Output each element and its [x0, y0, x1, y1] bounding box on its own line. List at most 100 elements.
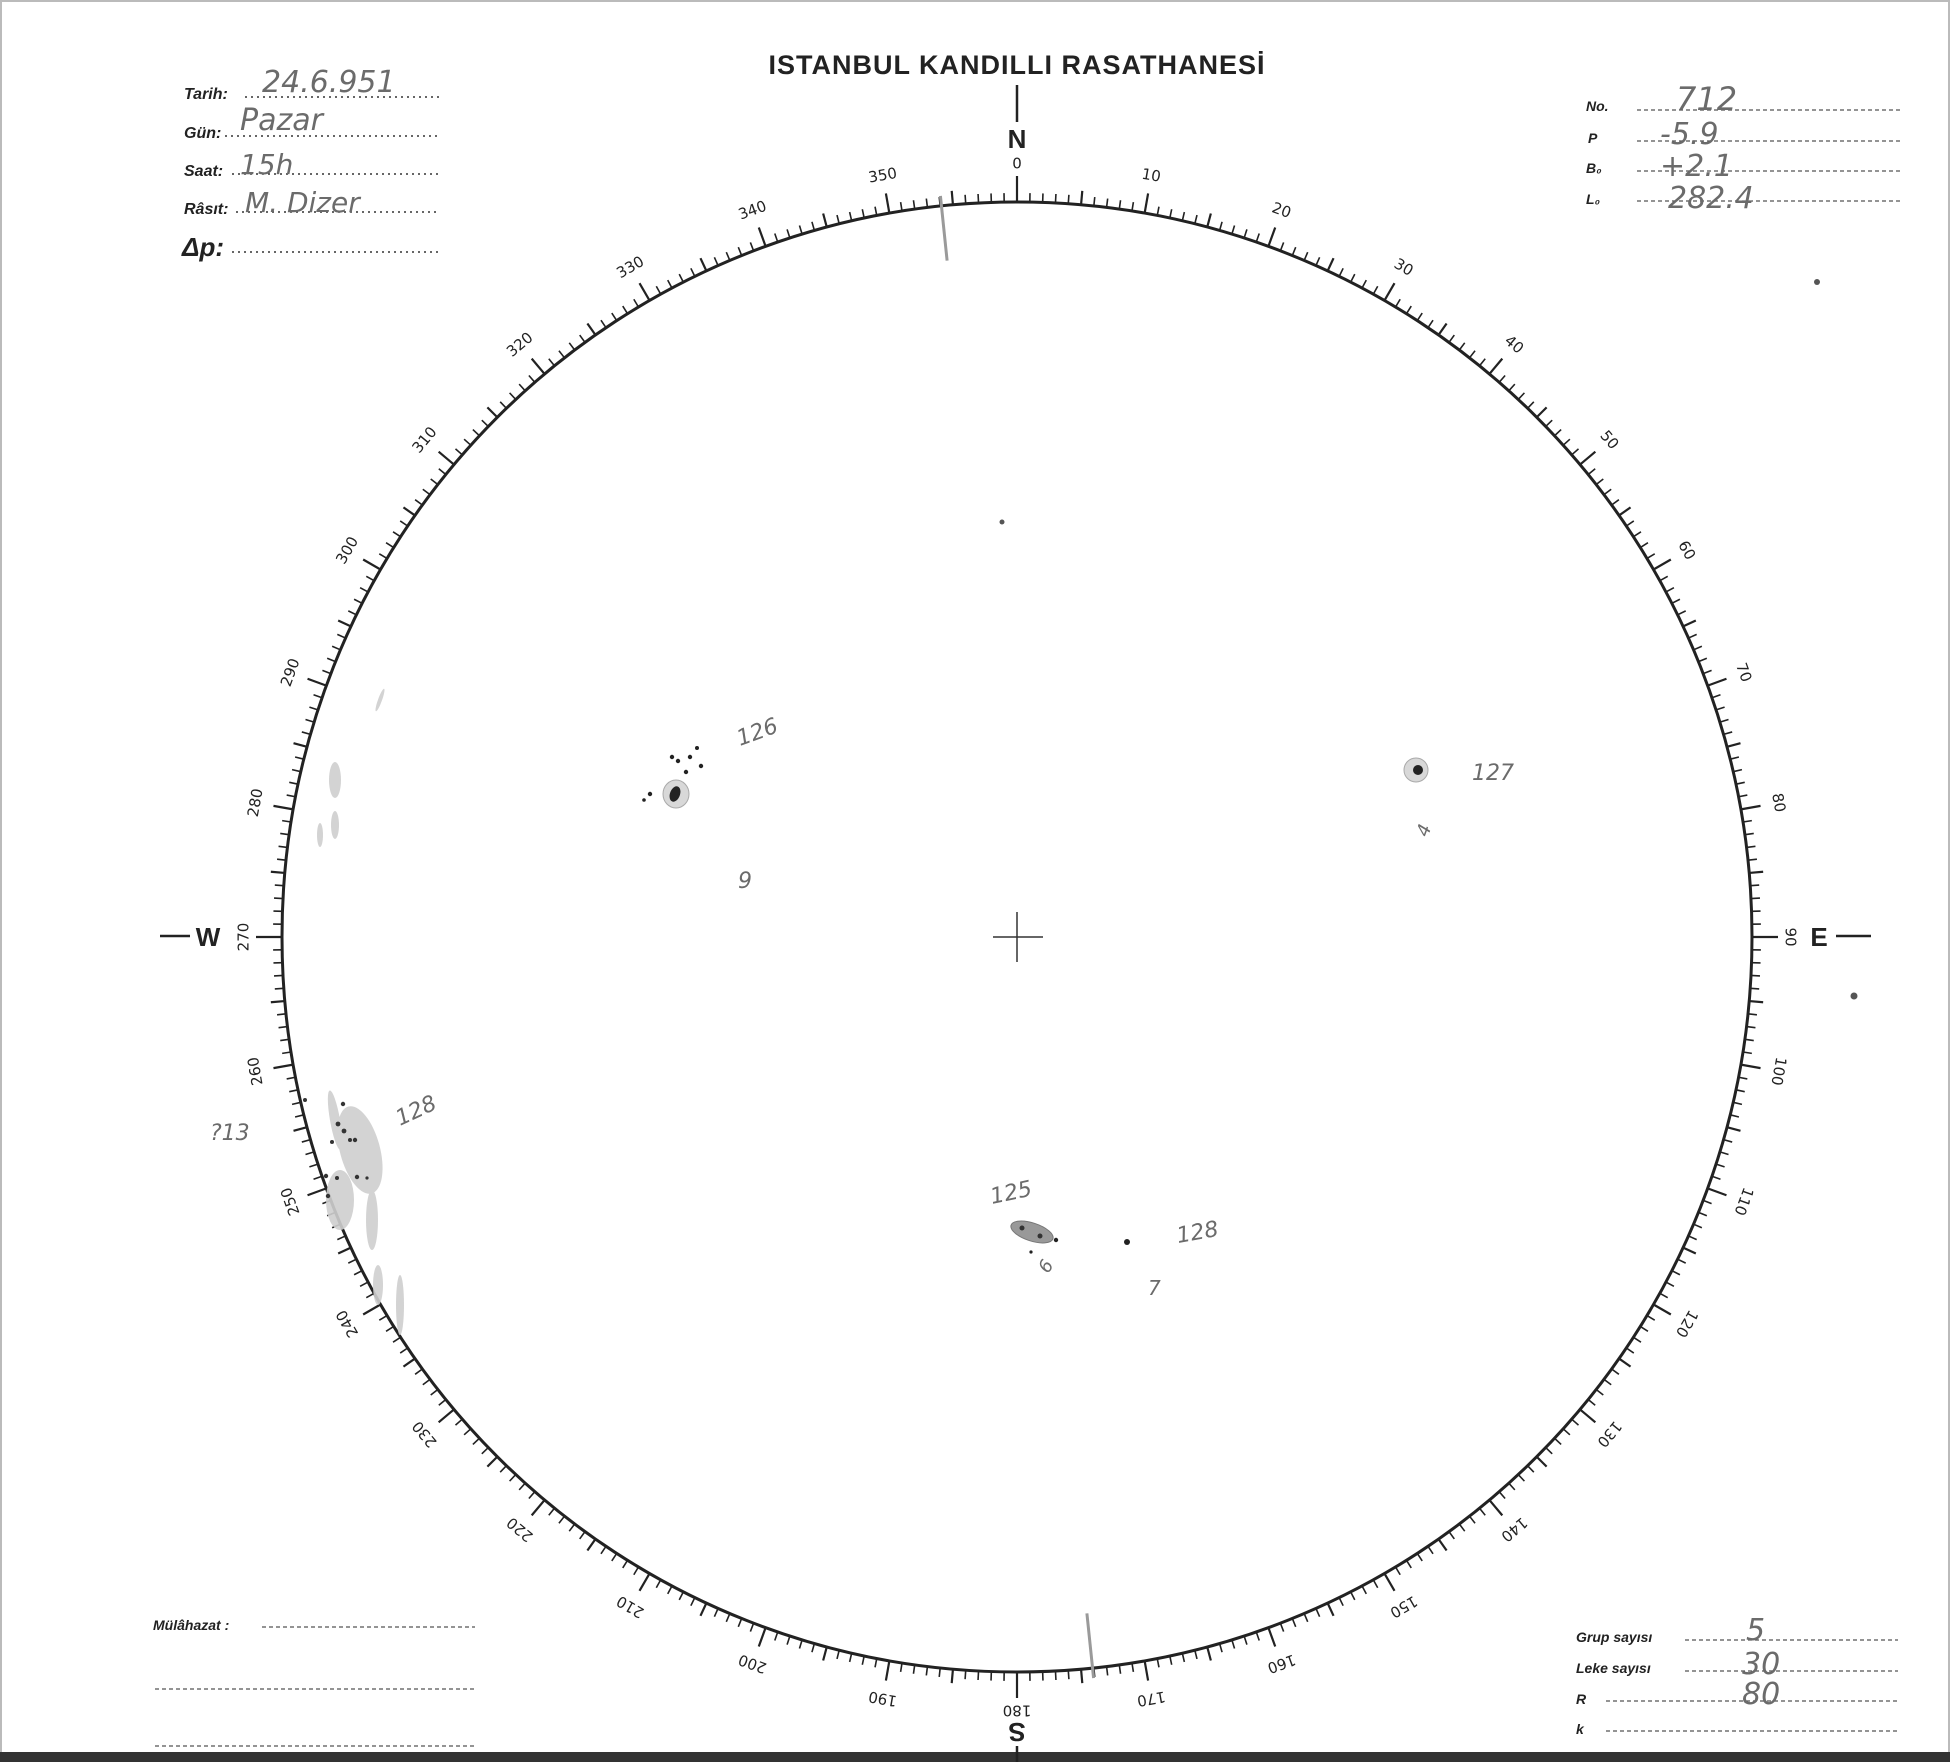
degree-tick [611, 312, 618, 322]
no-value[interactable]: 712 [1676, 80, 1737, 118]
degree-tick [438, 468, 447, 476]
degree-label: 350 [867, 164, 898, 187]
degree-tick [1611, 499, 1620, 506]
degree-tick [1553, 1437, 1562, 1445]
degree-tick [568, 342, 576, 351]
degree-tick [293, 1126, 308, 1132]
degree-tick [347, 610, 357, 616]
degree-tick [518, 383, 526, 392]
degree-tick [1750, 884, 1760, 887]
rasit-label: Râsıt: [184, 201, 228, 218]
degree-tick [1067, 1670, 1070, 1680]
p-value[interactable]: -5.9 [1660, 117, 1719, 152]
degree-tick [438, 1398, 447, 1406]
degree-tick [1416, 1552, 1423, 1562]
grup-value[interactable]: 5 [1746, 1613, 1765, 1648]
degree-tick [912, 1664, 916, 1674]
degree-tick [336, 1235, 346, 1241]
degree-tick [359, 1281, 369, 1287]
degree-tick [1181, 211, 1186, 222]
degree-tick [378, 553, 388, 560]
degree-tick [1677, 610, 1687, 616]
degree-tick [600, 319, 607, 329]
saat-value[interactable]: 15h [240, 148, 293, 181]
degree-tick [1231, 1639, 1236, 1649]
degree-tick [1478, 358, 1486, 367]
degree-tick [1468, 1515, 1476, 1524]
gun-value[interactable]: Pazar [240, 103, 325, 138]
degree-tick [1427, 1545, 1434, 1555]
sunspot-group-127[interactable]: 127 4 [1403, 757, 1514, 839]
degree-tick [1093, 196, 1096, 207]
sunspot-group-128-spot[interactable]: 128 7 [1124, 1217, 1220, 1300]
spot-count: ?13 [210, 1121, 250, 1146]
degree-tick [1545, 419, 1553, 428]
degree-tick [414, 499, 423, 506]
degree-tick [437, 450, 455, 466]
paper-speck [1814, 279, 1820, 285]
east-label: E [1810, 922, 1827, 952]
degree-tick [1726, 1126, 1741, 1132]
degree-tick [273, 1063, 294, 1070]
degree-tick [912, 200, 916, 210]
l0-value[interactable]: 282.4 [1668, 181, 1754, 216]
degree-tick [1711, 1175, 1721, 1180]
degree-tick [274, 884, 284, 887]
degree-tick [291, 1101, 302, 1106]
header-right-form: No. 712 P -5.9 B₀ +2.1 L₀ 282.4 [1586, 80, 1903, 216]
degree-tick [638, 1572, 651, 1592]
degree-tick [1639, 542, 1649, 549]
degree-tick [1326, 257, 1335, 272]
degree-tick [1079, 190, 1084, 205]
north-label: N [1008, 124, 1027, 154]
cardinal-marks: N S W E [160, 85, 1871, 1762]
degree-tick [313, 1175, 323, 1180]
degree-tick [1349, 1591, 1356, 1601]
degree-tick [509, 1473, 517, 1482]
degree-label: 20 [1270, 198, 1294, 221]
degree-tick [301, 731, 311, 736]
leke-label: Leke sayısı [1576, 1660, 1651, 1676]
spot [1124, 1239, 1130, 1245]
degree-tick [1169, 1655, 1173, 1665]
degree-tick [1181, 1652, 1186, 1663]
degree-tick [1693, 1223, 1703, 1229]
degree-tick [1437, 1538, 1448, 1552]
degree-tick [1618, 506, 1632, 517]
b0-label: B₀ [1586, 160, 1602, 176]
rasit-value[interactable]: M. Dizer [245, 186, 361, 219]
degree-tick [836, 214, 840, 225]
degree-tick [472, 1437, 481, 1445]
leke-value[interactable]: 30 [1742, 1647, 1780, 1682]
degree-tick [1665, 1281, 1675, 1287]
degree-tick [1118, 1664, 1122, 1674]
degree-tick [811, 221, 816, 231]
degree-label: 280 [244, 787, 267, 818]
b0-value[interactable]: +2.1 [1660, 149, 1733, 184]
r-value[interactable]: 80 [1742, 1677, 1780, 1712]
degree-tick [622, 305, 629, 315]
degree-tick [1405, 305, 1412, 315]
degree-tick [362, 558, 382, 571]
degree-tick [1194, 1649, 1198, 1660]
saat-label: Saat: [184, 163, 223, 180]
degree-tick [798, 225, 803, 235]
degree-tick [337, 619, 352, 628]
degree-tick [1394, 298, 1401, 308]
degree-tick [278, 1025, 288, 1029]
degree-tick [1448, 334, 1455, 343]
degree-tick [1488, 1499, 1504, 1517]
degree-tick [1639, 1325, 1649, 1332]
degree-tick [1338, 1597, 1344, 1607]
degree-tick [392, 1336, 402, 1343]
degree-tick [293, 742, 308, 748]
degree-tick [633, 1566, 640, 1576]
degree-tick [1740, 1063, 1761, 1070]
degree-tick [1143, 1660, 1150, 1681]
degree-tick [586, 322, 597, 336]
degree-tick [399, 1347, 409, 1354]
tarih-value[interactable]: 24.6.951 [262, 65, 396, 100]
p-angle-markers [938, 195, 1096, 1679]
degree-tick [579, 1531, 586, 1540]
degree-tick [1571, 448, 1580, 456]
